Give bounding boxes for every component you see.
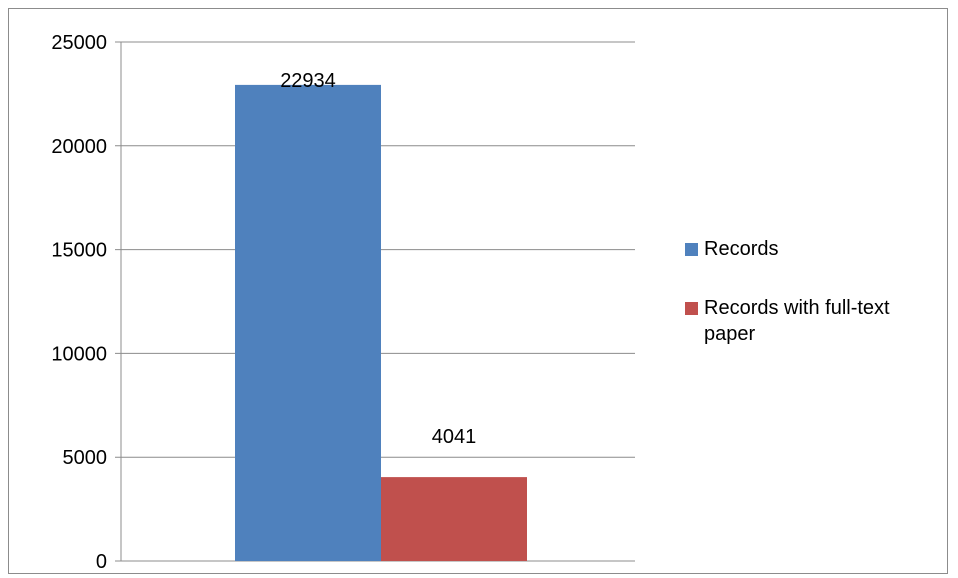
data-label-1: 4041 <box>432 426 477 448</box>
legend-label: Records with full-text paper <box>704 297 890 345</box>
data-label-0: 22934 <box>280 70 336 92</box>
chart-frame: 0 5000 10000 15000 20000 25000 22934 4041 Reco… <box>8 8 948 574</box>
legend: Records Records with full-text paper <box>685 236 955 380</box>
y-tick-label: 0 <box>96 551 107 573</box>
legend-item-1: Records with full-text paper <box>685 295 955 347</box>
legend-swatch <box>685 243 698 256</box>
y-axis-tick-labels: 0 5000 10000 15000 20000 25000 <box>51 32 107 573</box>
data-labels: 22934 4041 <box>280 70 476 448</box>
legend-item-0: Records <box>685 236 955 262</box>
y-tick-label: 25000 <box>51 32 107 54</box>
y-tick-label: 20000 <box>51 136 107 158</box>
bar-chart: 0 5000 10000 15000 20000 25000 22934 4041 <box>51 32 635 573</box>
legend-swatch <box>685 302 698 315</box>
legend-label: Records <box>704 238 779 260</box>
bar-0 <box>235 84 381 561</box>
bars <box>235 84 527 561</box>
y-tick-label: 5000 <box>63 447 108 469</box>
bar-1 <box>381 477 527 561</box>
y-tick-label: 10000 <box>51 343 107 365</box>
y-tick-label: 15000 <box>51 240 107 262</box>
